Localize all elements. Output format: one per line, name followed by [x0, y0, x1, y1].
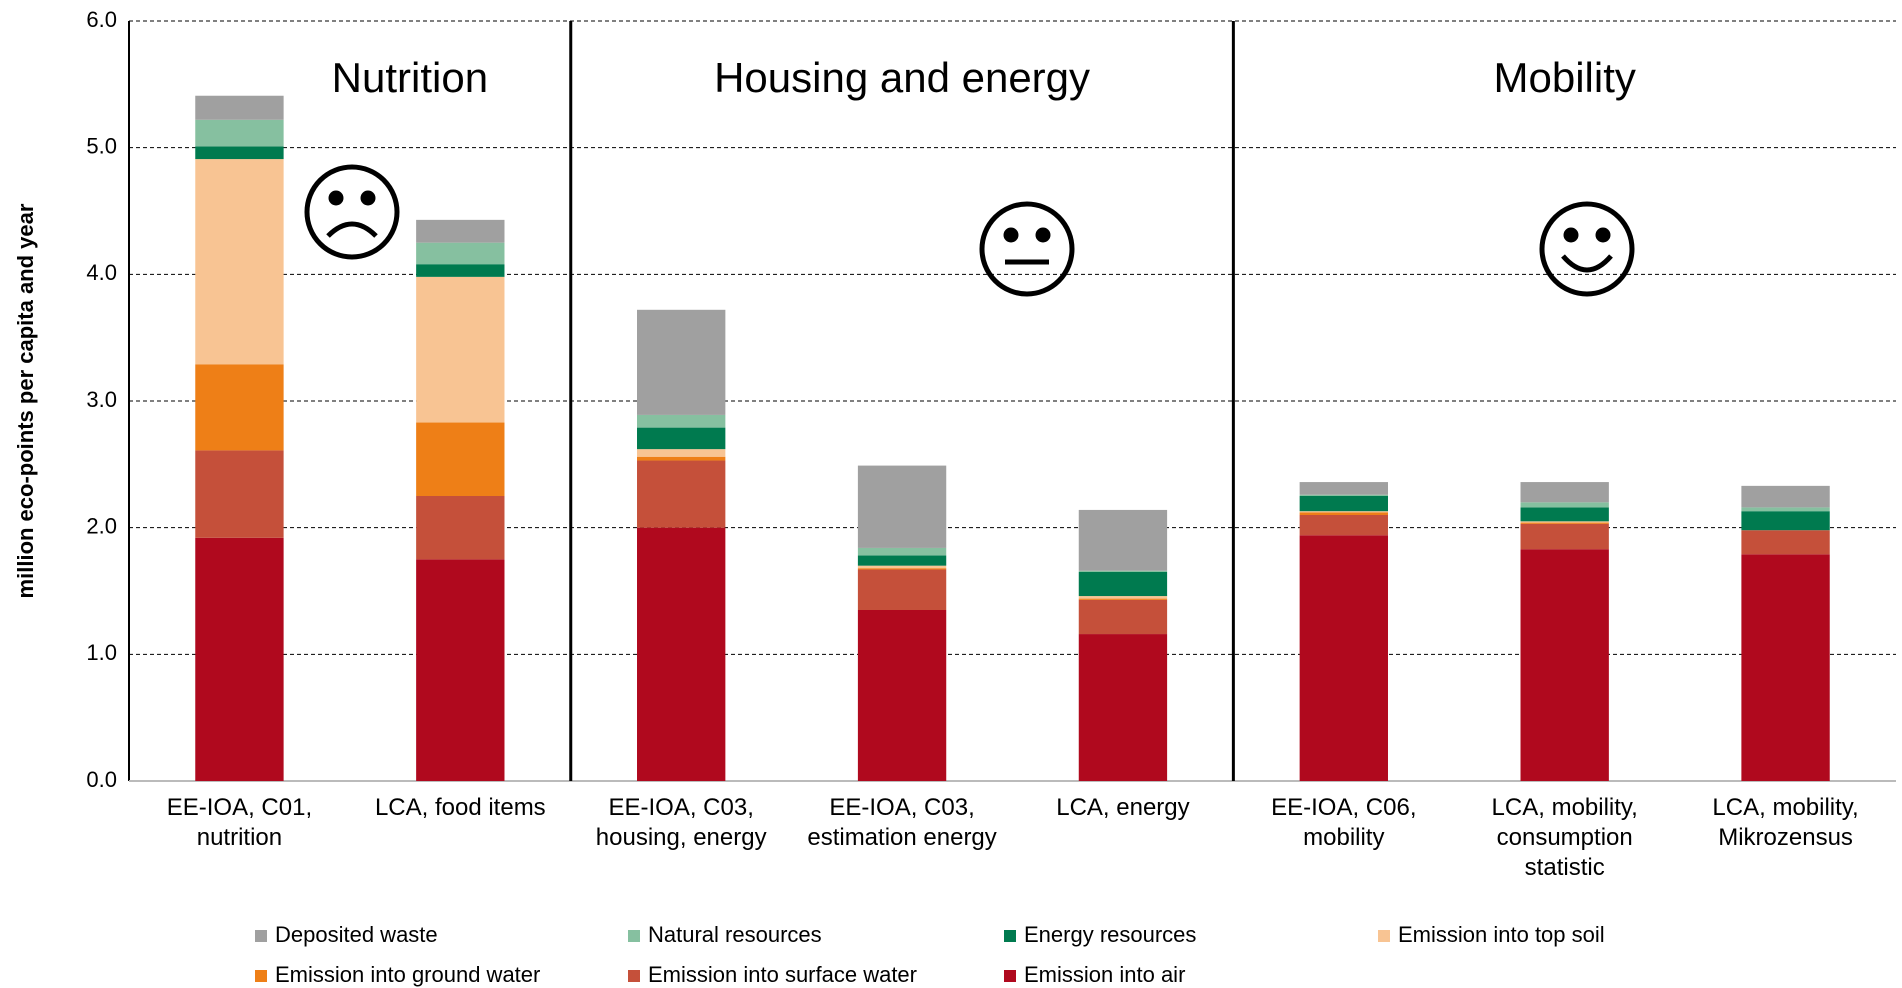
- bar-segment: [1299, 515, 1388, 536]
- bar-segment: [1741, 507, 1830, 512]
- x-tick-label: LCA, mobility, consumption statistic: [1491, 794, 1638, 881]
- bar-segment: [195, 450, 284, 538]
- x-tick-label: EE-IOA, C03, housing, energy: [595, 794, 767, 851]
- bar-segment: [637, 527, 726, 781]
- bar-segment: [195, 95, 284, 120]
- bar-segment: [637, 456, 726, 461]
- x-tick-label: LCA, energy: [1056, 794, 1190, 821]
- bar-segment: [637, 427, 726, 450]
- bar-segment: [857, 568, 947, 570]
- y-tick-label: 6.0: [86, 7, 117, 32]
- y-tick-label: 5.0: [86, 133, 117, 158]
- bar-segment: [857, 569, 947, 610]
- bar-segment: [1078, 570, 1168, 572]
- legend-swatch: [1004, 970, 1016, 982]
- group-label: Housing and energy: [714, 54, 1090, 101]
- bar-segment: [416, 422, 505, 496]
- y-tick-label: 3.0: [86, 387, 117, 412]
- bar-segment: [1741, 530, 1830, 555]
- bar-segment: [1299, 482, 1388, 495]
- legend-swatch: [1004, 930, 1016, 942]
- bar-segment: [416, 276, 505, 423]
- bar-segment: [857, 465, 947, 548]
- legend-label: Deposited waste: [275, 922, 438, 947]
- bar-segment: [195, 537, 284, 781]
- y-tick-label: 1.0: [86, 640, 117, 665]
- bar-segment: [857, 610, 947, 781]
- bar-segment: [857, 565, 947, 569]
- legend-label: Emission into ground water: [275, 962, 540, 987]
- bar-segment: [1078, 599, 1168, 635]
- bar-segment: [1299, 511, 1388, 513]
- bar-segment: [416, 242, 505, 265]
- y-axis-label: million eco-points per capita and year: [13, 203, 38, 598]
- bar-segment: [1299, 494, 1388, 496]
- bar-segment: [195, 159, 284, 365]
- x-tick-label: LCA, food items: [374, 794, 546, 821]
- bar-segment: [1520, 523, 1609, 550]
- face-sad: [304, 164, 400, 260]
- legend-swatch: [628, 930, 640, 942]
- bar-segment: [1520, 549, 1609, 781]
- bar-segment: [1078, 509, 1168, 571]
- y-tick-label: 4.0: [86, 260, 117, 285]
- y-tick-label: 2.0: [86, 513, 117, 538]
- legend-label: Energy resources: [1024, 922, 1196, 947]
- bar-segment: [637, 460, 726, 528]
- bar-segment: [1299, 496, 1388, 512]
- bar-segment: [1078, 596, 1168, 599]
- bar-segment: [416, 219, 505, 243]
- bar-segment: [1520, 507, 1609, 522]
- bar-segment: [1520, 482, 1609, 503]
- bar-segment: [416, 496, 505, 560]
- x-tick-label: EE-IOA, C01, nutrition: [166, 794, 313, 851]
- face-happy: [1539, 201, 1635, 297]
- bar-segment: [857, 547, 947, 556]
- bar-segment: [416, 559, 505, 781]
- bar-segment: [1520, 521, 1609, 523]
- bar-segment: [1741, 511, 1830, 531]
- bar-segment: [857, 555, 947, 566]
- legend-label: Emission into surface water: [648, 962, 917, 987]
- bar-segment: [1078, 598, 1168, 600]
- bar-segment: [416, 264, 505, 277]
- bar-segment: [1078, 634, 1168, 781]
- bar-segment: [637, 449, 726, 457]
- legend-label: Natural resources: [648, 922, 822, 947]
- y-tick-label: 0.0: [86, 767, 117, 792]
- bar-segment: [637, 309, 726, 415]
- bar-segment: [1741, 485, 1830, 508]
- legend-label: Emission into top soil: [1398, 922, 1605, 947]
- bar-segment: [1078, 572, 1168, 597]
- x-tick-label: EE-IOA, C03, estimation energy: [807, 794, 997, 851]
- bar-segment: [637, 414, 726, 428]
- legend-swatch: [1378, 930, 1390, 942]
- bar-segment: [1299, 512, 1388, 515]
- group-label: Nutrition: [332, 54, 488, 101]
- legend-swatch: [255, 930, 267, 942]
- legend-swatch: [255, 970, 267, 982]
- x-tick-label: LCA, mobility, Mikrozensus: [1712, 794, 1859, 851]
- bar-segment: [1520, 522, 1609, 524]
- bar-segment: [195, 364, 284, 451]
- group-label: Mobility: [1494, 54, 1636, 101]
- x-tick-label: EE-IOA, C06, mobility: [1271, 794, 1417, 851]
- bar-segment: [195, 146, 284, 160]
- face-neutral: [979, 201, 1075, 297]
- bar-segment: [195, 119, 284, 147]
- bar-segment: [1741, 554, 1830, 781]
- legend-swatch: [628, 970, 640, 982]
- bar-segment: [1299, 535, 1388, 781]
- bar-segment: [1520, 502, 1609, 508]
- legend-label: Emission into air: [1024, 962, 1185, 987]
